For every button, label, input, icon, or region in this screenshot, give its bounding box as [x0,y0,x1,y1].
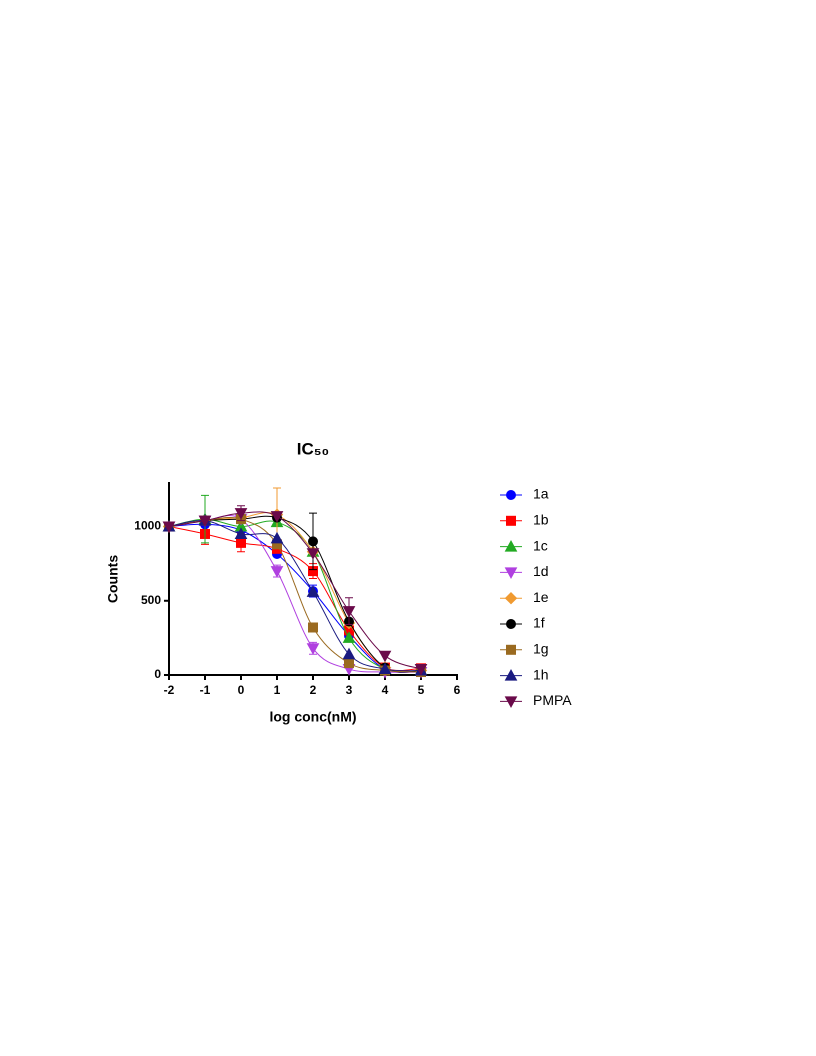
x-tick-label: 0 [238,683,245,697]
x-tick-label: 1 [274,683,281,697]
fit-curve [168,518,422,673]
data-point [234,527,248,539]
legend-label: PMPA [533,692,572,708]
data-point [270,566,284,578]
fit-curve [168,523,422,673]
x-tick-label: 5 [418,683,425,697]
fit-curve [168,526,422,672]
x-tick-label: 2 [310,683,317,697]
chart-title: IC₅₀ [297,439,329,458]
legend-marker [504,696,518,708]
y-tick-label: 0 [154,667,161,681]
y-axis-title: Counts [105,555,121,603]
legend-label: 1c [533,537,548,553]
data-point [378,662,392,675]
data-point [162,521,176,534]
data-point [306,585,320,597]
data-point [236,537,246,548]
data-point [378,650,392,663]
legend-label: 1f [533,615,545,631]
legend-label: 1d [533,563,549,579]
legend-label: 1h [533,666,549,682]
x-axis-title: log conc(nM) [269,709,356,725]
data-point [234,508,248,520]
x-tick-label: -1 [200,683,211,697]
data-point [342,606,356,618]
data-point [308,536,318,547]
legend-label: 1e [533,589,549,605]
data-point [344,658,354,669]
x-tick-label: -2 [164,683,175,697]
fit-curve [168,515,422,673]
y-tick-label: 1000 [134,519,161,533]
legend-marker [506,619,516,629]
legend-marker [506,515,516,526]
legend-label: 1g [533,641,549,657]
data-point [306,548,320,560]
x-tick-label: 3 [346,683,353,697]
legend-marker [504,567,518,579]
legend-marker [504,540,518,552]
legend-marker [504,591,518,605]
y-tick-label: 500 [141,593,161,607]
fit-curve [168,519,422,672]
x-tick-label: 4 [382,683,389,697]
data-point [342,631,356,643]
data-point [198,515,212,528]
legend-label: 1b [533,512,549,528]
legend-marker [506,490,516,500]
data-point [342,647,356,660]
data-point [270,511,284,523]
fit-curve [168,515,422,673]
x-tick-label: 6 [454,683,461,697]
data-point [308,622,318,633]
data-point [270,531,284,544]
data-point [414,664,428,676]
fit-curve [168,517,422,673]
legend-marker [506,644,516,655]
data-point [306,643,320,655]
legend-marker [504,669,518,681]
legend-label: 1a [533,486,549,502]
